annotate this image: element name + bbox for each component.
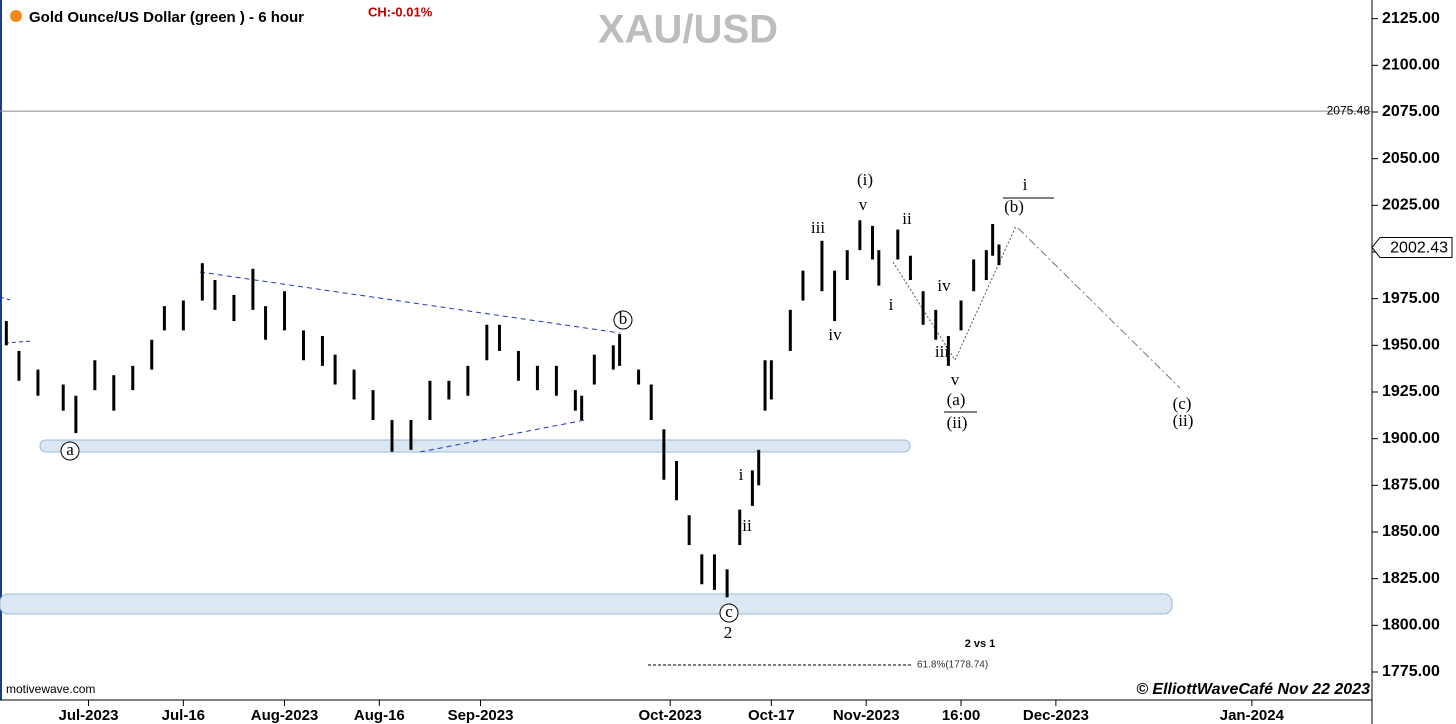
- last-price-label: 2002.43: [1390, 240, 1448, 257]
- wave-label: (ii): [947, 413, 968, 432]
- y-tick-label: 2100.00: [1382, 57, 1440, 74]
- wave-line: [954, 225, 1017, 361]
- wave-label: iii: [811, 218, 825, 237]
- wave-label: ii: [902, 209, 912, 228]
- watermark: XAU/USD: [598, 8, 778, 52]
- wave-label: a: [66, 440, 74, 459]
- wave-label: (ii): [1173, 411, 1194, 430]
- x-tick-label: Dec-2023: [1023, 707, 1089, 724]
- x-tick-label: Jul-2023: [58, 707, 118, 724]
- series-dot: [10, 10, 22, 22]
- wave-label: i: [1023, 175, 1028, 194]
- x-tick-label: Oct-2023: [639, 707, 702, 724]
- support-zone: [0, 593, 1173, 615]
- x-tick-label: Sep-2023: [448, 707, 514, 724]
- x-tick-label: Aug-2023: [251, 707, 319, 724]
- projection-line: [1017, 227, 1181, 389]
- wave-circle: [613, 310, 633, 330]
- x-tick-label: Oct-17: [748, 707, 795, 724]
- x-tick-label: Aug-16: [354, 707, 405, 724]
- wave-label: v: [951, 370, 960, 389]
- y-tick-label: 1800.00: [1382, 617, 1440, 634]
- trend-line: [419, 419, 586, 453]
- wave-label: (c): [1173, 394, 1192, 413]
- wave-label: v: [859, 195, 868, 214]
- x-tick-label: 16:00: [942, 707, 980, 724]
- wave-label: b: [619, 309, 628, 328]
- wave-label: (i): [857, 170, 873, 189]
- last-price-box: [1371, 236, 1453, 258]
- wave-label: ii: [742, 516, 752, 535]
- y-tick-label: 2050.00: [1382, 150, 1440, 167]
- wave-label: (a): [947, 390, 966, 409]
- y-tick-label: 2025.00: [1382, 197, 1440, 214]
- reference-label: 2075.48: [1327, 103, 1371, 117]
- y-tick-label: 1825.00: [1382, 570, 1440, 587]
- note: 2 vs 1: [965, 638, 996, 650]
- y-tick-label: 1775.00: [1382, 663, 1440, 680]
- wave-circle: [60, 441, 80, 461]
- y-tick-label: 1850.00: [1382, 523, 1440, 540]
- x-tick-label: Jul-16: [162, 707, 205, 724]
- wave-circle: [719, 603, 739, 623]
- x-tick-label: Jan-2024: [1220, 707, 1285, 724]
- y-tick-label: 2075.00: [1382, 103, 1440, 120]
- support-zone: [39, 439, 911, 453]
- y-tick-label: 1900.00: [1382, 430, 1440, 447]
- y-tick-label: 1975.00: [1382, 290, 1440, 307]
- trend-line: [4, 340, 33, 344]
- wave-label: 2: [724, 623, 733, 642]
- y-tick-label: 1925.00: [1382, 383, 1440, 400]
- wave-label: (b): [1004, 197, 1024, 216]
- trend-line: [199, 271, 621, 334]
- change-label: CH:-0.01%: [368, 4, 433, 19]
- source: motivewave.com: [6, 682, 95, 696]
- wave-label: c: [725, 602, 733, 621]
- wave-label: i: [889, 295, 894, 314]
- y-tick-label: 1950.00: [1382, 337, 1440, 354]
- trend-line: [0, 296, 11, 301]
- y-tick-label: 2125.00: [1382, 10, 1440, 27]
- fib-label: 61.8%(1778.74): [917, 660, 988, 671]
- wave-label: iv: [937, 276, 951, 295]
- wave-label: iv: [828, 325, 842, 344]
- x-tick-label: Nov-2023: [833, 707, 900, 724]
- wave-label: i: [739, 465, 744, 484]
- y-tick-label: 1875.00: [1382, 477, 1440, 494]
- chart-title: Gold Ounce/US Dollar (green ) - 6 hour: [29, 9, 304, 26]
- wave-label: iii: [935, 342, 949, 361]
- credit: © ElliottWaveCafé Nov 22 2023: [1136, 681, 1370, 698]
